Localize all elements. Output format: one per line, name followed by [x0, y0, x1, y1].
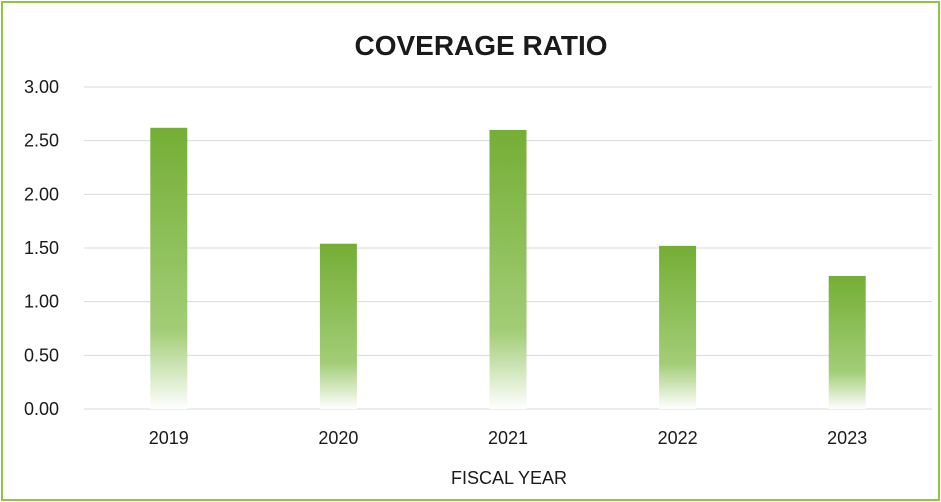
bar-2019	[150, 127, 188, 409]
x-axis-title: FISCAL YEAR	[451, 468, 567, 488]
x-tick-label: 2022	[658, 428, 698, 448]
chart-title: COVERAGE RATIO	[354, 30, 607, 61]
y-tick-label: 2.50	[24, 131, 59, 151]
x-tick-label: 2021	[488, 428, 528, 448]
x-tick-label: 2019	[149, 428, 189, 448]
bar-2020	[319, 243, 357, 409]
bar-2021	[489, 129, 527, 409]
y-tick-label: 2.00	[24, 184, 59, 204]
x-tick-label: 2023	[827, 428, 867, 448]
y-tick-label: 3.00	[24, 77, 59, 97]
bar-2022	[659, 245, 697, 409]
bar-2023	[828, 275, 866, 409]
y-tick-label: 0.00	[24, 399, 59, 419]
y-tick-label: 0.50	[24, 345, 59, 365]
x-axis-ticks: 2019 2020 2021 2022 2023	[149, 428, 867, 448]
y-tick-label: 1.00	[24, 292, 59, 312]
x-tick-label: 2020	[318, 428, 358, 448]
y-tick-label: 1.50	[24, 238, 59, 258]
bars	[150, 127, 866, 409]
y-axis-ticks: 0.00 0.50 1.00 1.50 2.00 2.50 3.00	[24, 77, 59, 419]
